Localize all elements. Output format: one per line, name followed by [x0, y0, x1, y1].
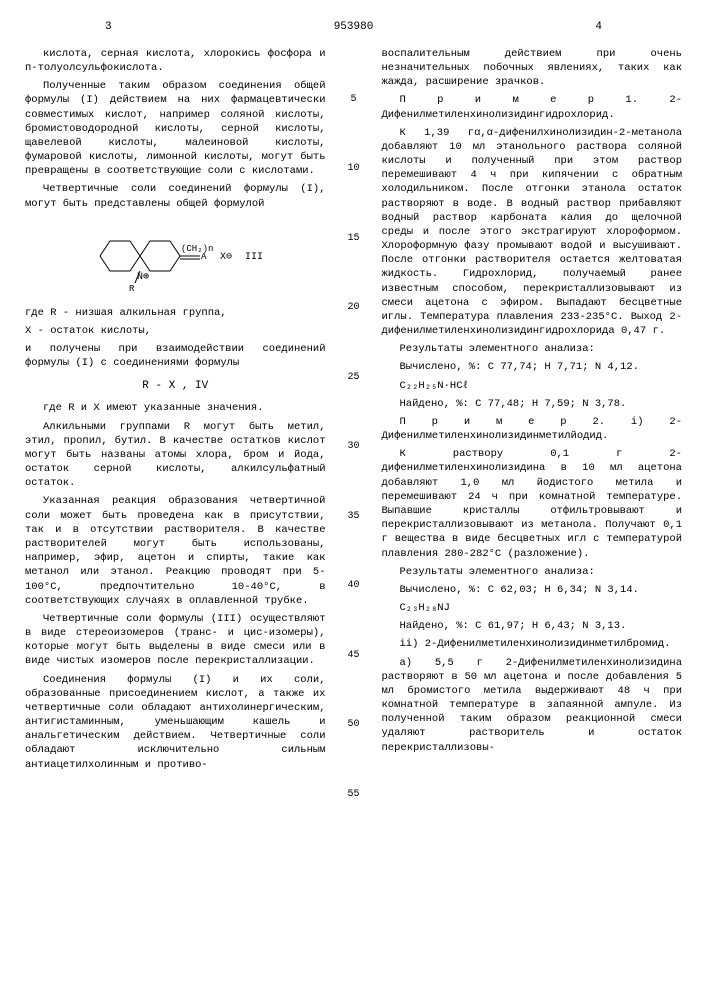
line-num: 20 — [344, 301, 364, 315]
line-num: 15 — [344, 232, 364, 246]
text-para: а) 5,5 г 2-Дифенилметиленхинолизидина ра… — [382, 656, 683, 755]
text-para: Найдено, %: С 77,48; Н 7,59; N 3,78. — [382, 397, 683, 411]
text-para: Четвертичные соли формулы (III) осуществ… — [25, 612, 326, 669]
text-para: Результаты элементного анализа: — [382, 565, 683, 579]
text-para: и получены при взаимодействии соединений… — [25, 342, 326, 370]
text-para: Результаты элементного анализа: — [382, 342, 683, 356]
formula-text: R - X , IV — [25, 379, 326, 394]
text-para: П р и м е р 2. i) 2-Дифенилметиленхиноли… — [382, 415, 683, 443]
text-para: К 1,39 гα,α-дифенилхинолизидин-2-метанол… — [382, 126, 683, 339]
line-num: 30 — [344, 440, 364, 454]
text-para: Вычислено, %: С 77,74; Н 7,71; N 4,12. — [382, 360, 683, 374]
line-num: 55 — [344, 788, 364, 802]
line-num: 25 — [344, 371, 364, 385]
text-para: где R - низшая алкильная группа, — [25, 306, 326, 320]
line-num: 50 — [344, 718, 364, 732]
text-para: Полученные таким образом соединения обще… — [25, 79, 326, 178]
chem-formula: С₂₂Н₂₅N·HCℓ — [382, 379, 683, 393]
text-para: ii) 2-Дифенилметиленхинолизидинметилбром… — [382, 637, 683, 651]
chemical-structure: N⊕ R (CH₂)n A X⊖ III — [25, 221, 326, 296]
text-para: Алкильными группами R могут быть метил, … — [25, 420, 326, 491]
chem-formula: С₂₃Н₂₈NJ — [382, 601, 683, 615]
svg-text:A: A — [201, 252, 207, 262]
page-header: 3 953980 4 — [25, 20, 682, 35]
text-para: Указанная реакция образования четвертичн… — [25, 494, 326, 607]
text-para: Найдено, %: С 61,97; Н 6,43; N 3,13. — [382, 619, 683, 633]
text-para: Четвертичные соли соединений формулы (I)… — [25, 182, 326, 210]
content-columns: кислота, серная кислота, хлорокись фосфо… — [25, 47, 682, 858]
text-para: кислота, серная кислота, хлорокись фосфо… — [25, 47, 326, 75]
svg-text:III: III — [245, 252, 263, 263]
line-numbers: 5 10 15 20 25 30 35 40 45 50 55 — [344, 47, 364, 858]
page-num-right: 4 — [595, 20, 602, 35]
text-para: Соединения формулы (I) и их соли, образо… — [25, 673, 326, 772]
text-para: воспалительным действием при очень незна… — [382, 47, 683, 90]
text-para: Вычислено, %: С 62,03; Н 6,34; N 3,14. — [382, 583, 683, 597]
svg-text:(CH₂)n: (CH₂)n — [181, 244, 213, 254]
text-para: П р и м е р 1. 2-Дифенилметиленхинолизид… — [382, 93, 683, 121]
svg-text:X⊖: X⊖ — [220, 252, 232, 263]
line-num: 40 — [344, 579, 364, 593]
line-num: 5 — [344, 93, 364, 107]
text-para: где R и X имеют указанные значения. — [25, 401, 326, 415]
column-left: кислота, серная кислота, хлорокись фосфо… — [25, 47, 326, 858]
svg-text:R: R — [129, 284, 135, 291]
column-right: воспалительным действием при очень незна… — [382, 47, 683, 858]
document-number: 953980 — [334, 20, 374, 35]
line-num: 45 — [344, 649, 364, 663]
page-num-left: 3 — [105, 20, 112, 35]
line-num: 10 — [344, 162, 364, 176]
text-para: X - остаток кислоты, — [25, 324, 326, 338]
line-num: 35 — [344, 510, 364, 524]
text-para: К раствору 0,1 г 2-дифенилметиленхинолиз… — [382, 447, 683, 560]
